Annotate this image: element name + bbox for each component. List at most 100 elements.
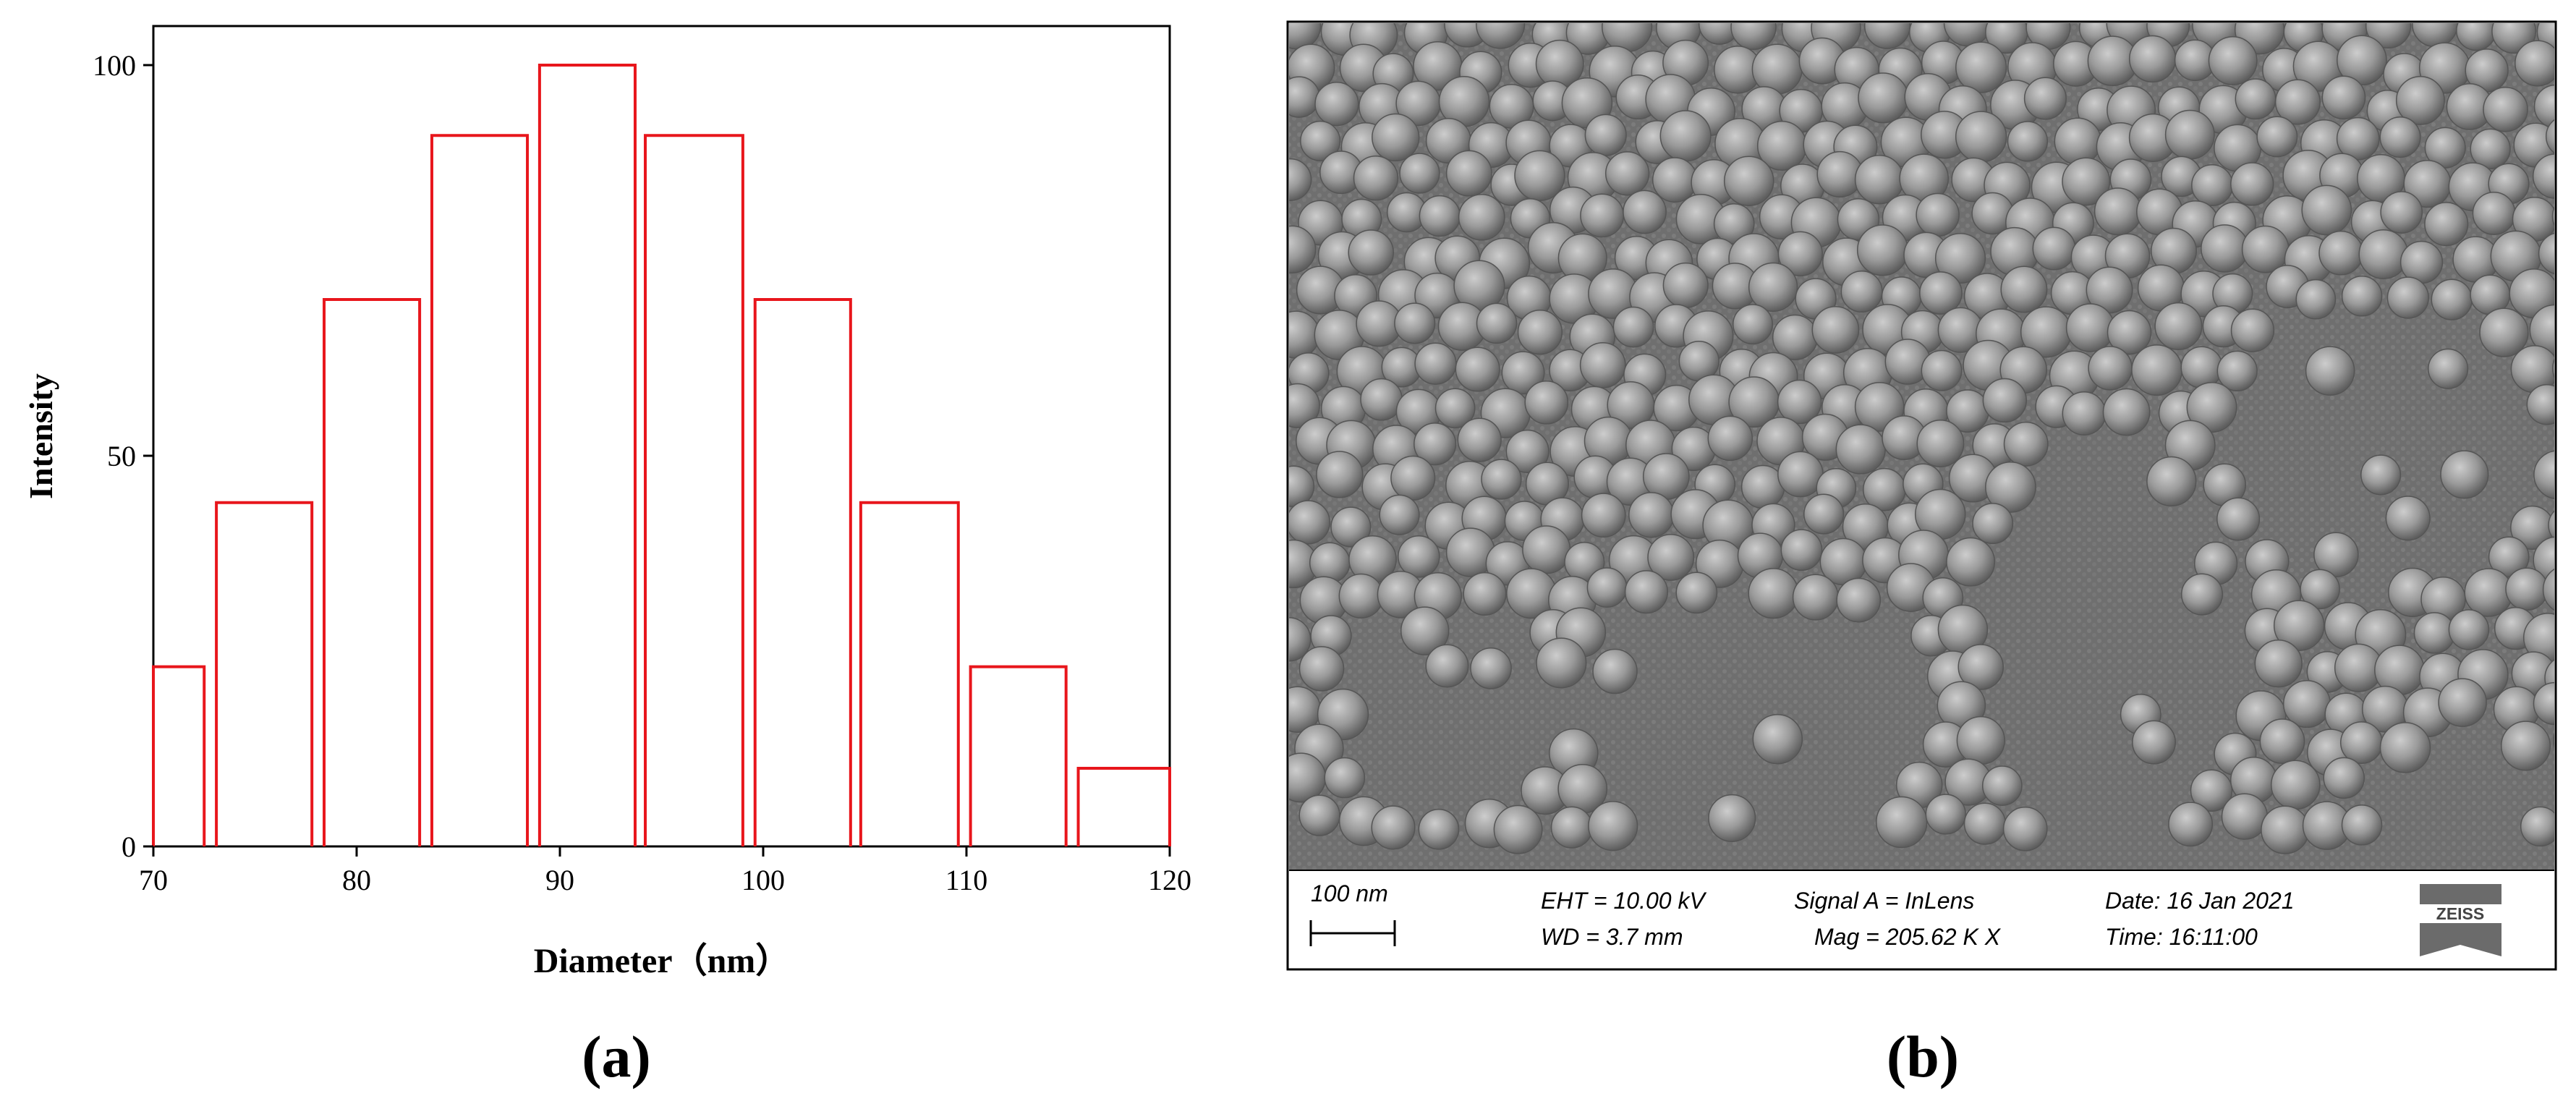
nanoparticle [1982,378,2027,423]
nanoparticle [1455,347,1500,392]
nanoparticle [2552,358,2554,379]
nanoparticle [2385,496,2431,541]
nanoparticle [2065,303,2115,352]
nanoparticle [2270,760,2321,810]
nanoparticle [2572,307,2576,349]
nanoparticle [1612,306,1654,348]
nanoparticle [1463,572,1507,616]
nanoparticle [1298,794,1340,836]
nanoparticle [2102,388,2151,436]
nanoparticle [1921,349,1963,391]
y-tick-label: 50 [107,440,136,472]
nanoparticle [1811,306,1860,354]
nanoparticle [1916,192,1960,237]
x-axis-label: Diameter（nm） [534,942,791,980]
nanoparticle [1289,500,1330,545]
nanoparticle [2440,450,2489,499]
bar-9 [1076,767,1171,846]
nanoparticle [1372,113,1420,162]
nanoparticle [2216,350,2258,391]
nanoparticle [2093,187,2142,236]
nanoparticle [2180,573,2224,616]
nanoparticle [1584,114,1627,156]
nanoparticle [2456,23,2496,51]
nanoparticle [2341,276,2383,317]
nanoparticle [1289,225,1317,273]
nanoparticle [2567,83,2576,129]
nanoparticle [1875,796,1928,849]
nanoparticle [2003,421,2049,467]
nanoparticle [2216,497,2261,541]
nanoparticle [2168,802,2214,847]
time-readout: Time: 16:11:00 [2105,924,2258,950]
nanoparticle [2088,346,2133,391]
nanoparticle [2428,348,2469,389]
nanoparticle [2221,793,2269,840]
nanoparticle [1748,568,1799,619]
nanoparticle [2062,157,2111,206]
nanoparticle [1505,429,1550,473]
nanoparticle [1394,302,1436,344]
nanoparticle [1470,647,1512,689]
bar-1 [215,501,314,846]
nanoparticle [2341,804,2383,846]
x-ticks: 70 80 90 100 110 120 [139,846,1191,896]
nanoparticle [1360,378,1403,421]
nanoparticle [1836,577,1882,623]
nanoparticle [1579,341,1626,388]
nanoparticle [1481,459,1522,500]
nanoparticle [1314,81,1359,127]
nanoparticle [2007,121,2049,162]
nanoparticle [1398,535,1440,578]
nanoparticle [2553,733,2554,749]
nanoparticle [1835,424,1886,475]
nanoparticle [2230,162,2274,206]
nanoparticle [2273,600,2325,651]
nanoparticle [1840,270,1883,313]
nanoparticle [2337,35,2387,86]
nanoparticle [1803,493,1845,535]
nanoparticle [2448,609,2490,650]
nanoparticle [2520,806,2554,847]
nanoparticle [2413,612,2456,654]
nanoparticle [1536,637,1587,689]
bar-8 [969,665,1068,846]
nanoparticle [1379,494,1420,535]
x-tick-label: 80 [342,864,371,896]
nanoparticle [2323,757,2365,799]
nanoparticle [1298,646,1345,692]
nanoparticle [2339,721,2383,765]
nanoparticle [1458,193,1505,241]
nanoparticle [2538,232,2554,275]
nanoparticle [1580,193,1625,238]
nanoparticle [1925,794,1966,835]
nanoparticle [2313,532,2359,577]
y-tick-label: 0 [122,831,136,863]
nanoparticle [2230,308,2275,352]
nanoparticle [2533,450,2554,499]
nanoparticle [2483,86,2528,132]
nanoparticle [1863,23,1911,49]
bar-3 [430,134,530,846]
nanoparticle [1957,644,2004,690]
sem-info-bar [1289,870,2554,968]
nanoparticle [2479,307,2529,357]
nanoparticle [1748,262,1798,313]
nanoparticle [1780,529,1823,572]
nanoparticle [2301,184,2352,236]
nanoparticle [1289,616,1312,662]
nanoparticle [1652,157,1698,203]
nanoparticle [1707,415,1754,462]
histogram-chart: 0 50 100 70 80 90 100 110 120 Intensity Diamete… [22,25,1191,980]
nanoparticle [2424,127,2466,169]
nanoparticle [1289,76,1320,118]
nanoparticle [2180,346,2223,389]
nanoparticle [2505,567,2549,611]
nanoparticle [2107,310,2152,355]
nanoparticle [2515,40,2554,87]
nanoparticle [2358,229,2409,279]
nanoparticle [2412,23,2458,48]
nanoparticle [1777,231,1823,276]
nanoparticle [2164,109,2215,160]
